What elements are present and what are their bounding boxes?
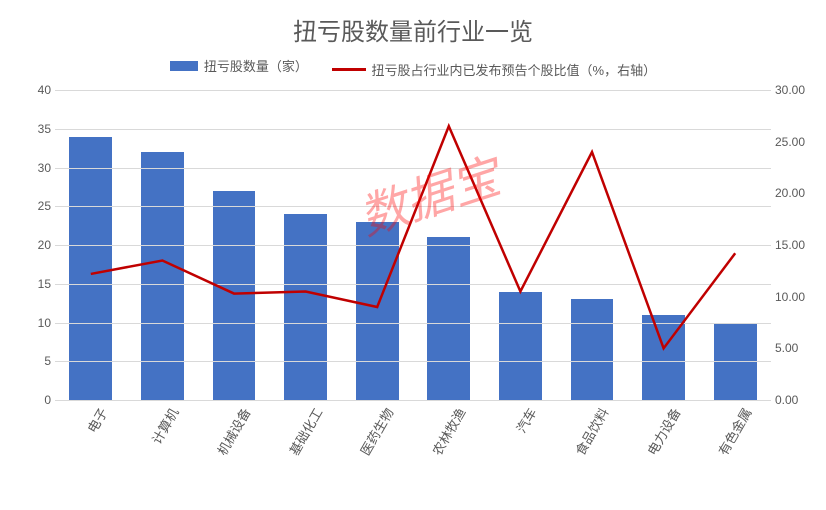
legend-line-swatch — [332, 68, 366, 71]
ytick-left: 20 — [6, 238, 51, 252]
ytick-right: 10.00 — [775, 290, 825, 304]
ytick-left: 0 — [6, 393, 51, 407]
chart-title: 扭亏股数量前行业一览 — [0, 12, 826, 47]
ytick-left: 5 — [6, 354, 51, 368]
legend-line-label: 扭亏股占行业内已发布预告个股比值（%，右轴） — [372, 60, 657, 79]
ytick-left: 40 — [6, 83, 51, 97]
legend-bar-label: 扭亏股数量（家） — [204, 56, 308, 75]
ytick-left: 10 — [6, 316, 51, 330]
x-label: 食品饮料 — [570, 404, 612, 459]
chart-root: 扭亏股数量前行业一览 扭亏股数量（家） 扭亏股占行业内已发布预告个股比值（%，右… — [0, 0, 826, 510]
x-label: 医药生物 — [355, 404, 397, 459]
ytick-right: 30.00 — [775, 83, 825, 97]
x-label: 计算机 — [147, 404, 183, 447]
ytick-left: 30 — [6, 161, 51, 175]
x-label: 电力设备 — [642, 404, 684, 459]
ytick-right: 15.00 — [775, 238, 825, 252]
x-axis-labels: 电子 计算机机械设备基础化工医药生物农林牧渔 汽车食品饮料电力设备有色金属 — [55, 404, 771, 504]
legend-bar: 扭亏股数量（家） — [170, 56, 308, 75]
ytick-left: 35 — [6, 122, 51, 136]
ytick-right: 0.00 — [775, 393, 825, 407]
ytick-left: 15 — [6, 277, 51, 291]
legend-line: 扭亏股占行业内已发布预告个股比值（%，右轴） — [332, 60, 657, 79]
x-label: 农林牧渔 — [427, 404, 469, 459]
legend-bar-swatch — [170, 61, 198, 71]
ytick-right: 5.00 — [775, 341, 825, 355]
line-series — [55, 90, 771, 400]
ytick-left: 25 — [6, 199, 51, 213]
x-label: 电子 — [82, 404, 111, 436]
ytick-right: 25.00 — [775, 135, 825, 149]
x-label: 汽车 — [511, 404, 540, 436]
x-label: 机械设备 — [212, 404, 254, 459]
legend: 扭亏股数量（家） 扭亏股占行业内已发布预告个股比值（%，右轴） — [0, 56, 826, 79]
x-label: 有色金属 — [713, 404, 755, 459]
x-label: 基础化工 — [284, 404, 326, 459]
ytick-right: 20.00 — [775, 186, 825, 200]
line-polyline — [91, 126, 735, 348]
